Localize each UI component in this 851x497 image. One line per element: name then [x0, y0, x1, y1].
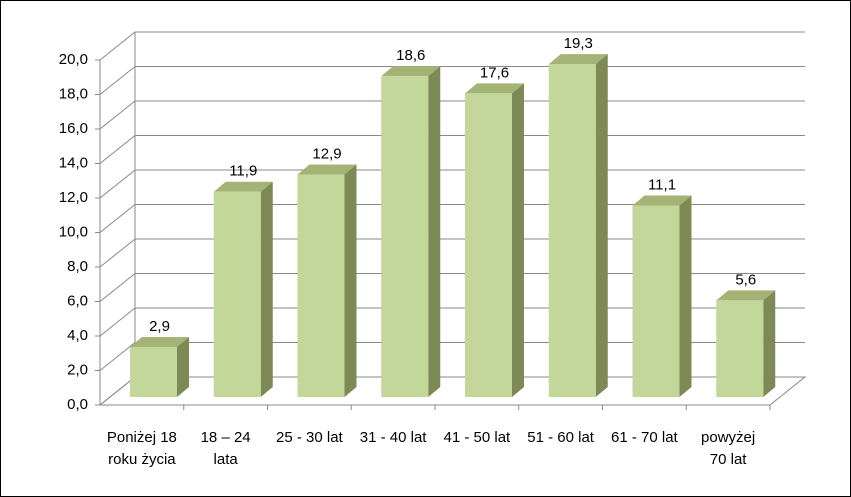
grid-line — [99, 31, 136, 61]
bar — [381, 76, 429, 398]
y-tick-label: 10,0 — [59, 223, 88, 240]
x-tick-label: 61 - 70 lat — [611, 429, 678, 446]
grid-line — [99, 169, 136, 199]
data-label: 18,6 — [396, 47, 425, 64]
grid-line — [99, 376, 136, 406]
bar — [632, 205, 680, 397]
grid-line — [99, 204, 136, 233]
grid-line — [99, 66, 136, 95]
bar — [213, 191, 261, 397]
bar-side — [763, 290, 776, 397]
y-tick-label: 2,0 — [67, 361, 88, 378]
grid-line — [99, 273, 136, 302]
bar-top — [716, 290, 776, 301]
x-tick-label: Poniżej 18 roku życia — [106, 429, 177, 468]
bar-side — [344, 164, 357, 397]
y-tick-label: 16,0 — [59, 120, 88, 137]
bar-top — [213, 181, 273, 192]
x-tick-label: 51 - 60 lat — [527, 429, 594, 446]
bar-side — [595, 54, 608, 397]
data-label: 11,1 — [648, 176, 676, 193]
grid-line — [99, 307, 136, 337]
y-tick-label: 14,0 — [59, 154, 88, 171]
bar-top — [297, 164, 357, 175]
bar — [716, 300, 764, 397]
bar-top — [632, 195, 692, 206]
x-tick-label: 25 - 30 lat — [276, 429, 343, 446]
grid-line — [99, 342, 136, 371]
grid-line — [99, 238, 136, 268]
data-label: 5,6 — [735, 271, 756, 288]
bar-side — [260, 181, 273, 397]
bar — [548, 64, 596, 397]
bar-top — [465, 83, 524, 94]
bar-top — [381, 66, 441, 77]
data-label: 12,9 — [312, 145, 341, 162]
x-tick-label: 41 - 50 lat — [443, 429, 511, 446]
bar-top — [548, 54, 608, 65]
bar-side — [428, 66, 441, 398]
y-tick-label: 8,0 — [67, 258, 88, 275]
bar — [297, 174, 345, 397]
bar-side — [679, 195, 692, 397]
data-label: 17,6 — [480, 64, 509, 81]
grid-line — [99, 135, 136, 164]
data-label: 11,9 — [229, 163, 257, 180]
data-label: 19,3 — [564, 35, 593, 52]
bar — [130, 346, 177, 397]
bar-side — [177, 336, 189, 397]
bar — [465, 93, 512, 398]
x-tick-label: powyżej 70 lat — [701, 429, 756, 468]
grid-line — [99, 100, 136, 130]
y-tick-label: 0,0 — [67, 396, 88, 413]
y-tick-label: 12,0 — [59, 189, 88, 206]
bar-top — [130, 336, 189, 347]
y-tick-label: 18,0 — [59, 85, 88, 102]
bar-side — [512, 83, 524, 398]
y-tick-label: 4,0 — [67, 327, 88, 344]
floor — [98, 376, 807, 406]
data-label: 2,9 — [149, 318, 170, 335]
x-tick-label: 18 – 24 lata — [200, 429, 251, 468]
y-tick-label: 6,0 — [67, 292, 88, 309]
y-tick-label: 20,0 — [59, 51, 88, 68]
x-tick-label: 31 - 40 lat — [359, 429, 427, 446]
